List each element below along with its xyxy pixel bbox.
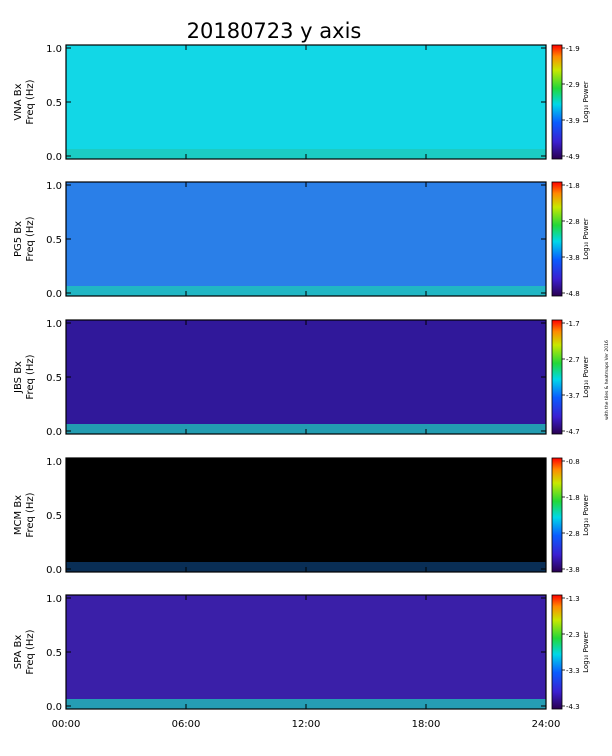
side-note: with the tiles & heatmaps Ver 2016 <box>604 340 610 420</box>
x-tick-label: 18:00 <box>412 719 441 730</box>
colorbar-label: Log₁₀ Power <box>582 81 590 123</box>
panel-3: 0.0 0.5 1.0 JBS Bx Freq (Hz) -1.7 -2.7 -3.7 -4.7… <box>13 319 590 438</box>
y-tick-label: 0.5 <box>46 98 62 109</box>
station-label: JBS Bx <box>13 361 24 394</box>
colorbar-tick-label: -3.7 <box>566 392 580 400</box>
colorbar <box>551 457 563 573</box>
spectrogram-image <box>66 595 546 709</box>
colorbar-label: Log₁₀ Power <box>582 356 590 398</box>
colorbar <box>551 319 563 435</box>
colorbar <box>551 44 563 160</box>
colorbar-tick-label: -2.9 <box>566 81 580 89</box>
colorbar <box>551 181 563 297</box>
colorbar-tick-label: -4.7 <box>566 428 580 436</box>
x-tick-label: 06:00 <box>172 719 201 730</box>
y-tick-label: 0.0 <box>46 289 62 300</box>
y-tick-label: 0.0 <box>46 152 62 163</box>
colorbar-tick-label: -4.3 <box>566 703 580 711</box>
spectrogram-image <box>66 320 546 434</box>
y-tick-label: 0.0 <box>46 702 62 713</box>
colorbar-tick-label: -1.8 <box>566 182 580 190</box>
freq-axis-label: Freq (Hz) <box>25 216 36 261</box>
spectrogram-image <box>66 458 546 572</box>
colorbar-label: Log₁₀ Power <box>582 218 590 260</box>
y-tick-label: 1.0 <box>46 181 62 192</box>
y-tick-label: 1.0 <box>46 457 62 468</box>
y-tick-label: 0.5 <box>46 235 62 246</box>
freq-axis-label: Freq (Hz) <box>25 354 36 399</box>
x-tick-label: 24:00 <box>532 719 561 730</box>
freq-axis-label: Freq (Hz) <box>25 492 36 537</box>
station-label: MCM Bx <box>13 495 24 535</box>
colorbar-tick-label: -1.7 <box>566 320 580 328</box>
colorbar-tick-label: -0.8 <box>566 458 580 466</box>
colorbar-label: Log₁₀ Power <box>582 494 590 536</box>
y-tick-label: 0.5 <box>46 511 62 522</box>
colorbar-tick-label: -4.9 <box>566 153 580 161</box>
colorbar-tick-label: -2.8 <box>566 218 580 226</box>
panel-4: 0.0 0.5 1.0 MCM Bx Freq (Hz) -0.8 -1.8 -2.8 -3.8… <box>13 457 590 576</box>
freq-axis-label: Freq (Hz) <box>25 629 36 674</box>
spectrogram-image <box>66 182 546 296</box>
freq-axis-label: Freq (Hz) <box>25 79 36 124</box>
panel-2: 0.0 0.5 1.0 PG5 Bx Freq (Hz) -1.8 -2.8 -3.8 -4.8… <box>13 181 590 300</box>
spectrogram-image <box>66 45 546 159</box>
time-axis-labels: 00:00 06:00 12:00 18:00 24:00 <box>52 719 561 730</box>
colorbar-tick-label: -4.8 <box>566 290 580 298</box>
x-tick-label: 12:00 <box>292 719 321 730</box>
colorbar-label: Log₁₀ Power <box>582 631 590 673</box>
panel-1: 0.0 0.5 1.0 VNA Bx Freq (Hz) -1.9 -2.9 -3.9 -4.9… <box>13 44 590 163</box>
y-tick-label: 1.0 <box>46 44 62 55</box>
y-tick-label: 0.5 <box>46 373 62 384</box>
chart-title: 20180723 y axis <box>187 19 362 43</box>
colorbar-tick-label: -3.3 <box>566 667 580 675</box>
panel-5: 0.0 0.5 1.0 SPA Bx Freq (Hz) -1.3 -2.3 -3.3 -4.3… <box>13 594 590 713</box>
station-label: PG5 Bx <box>13 221 24 257</box>
colorbar-tick-label: -1.8 <box>566 494 580 502</box>
colorbar-tick-label: -3.9 <box>566 117 580 125</box>
y-tick-label: 0.0 <box>46 427 62 438</box>
y-tick-label: 1.0 <box>46 319 62 330</box>
colorbar <box>551 594 563 710</box>
colorbar-tick-label: -3.8 <box>566 566 580 574</box>
colorbar-tick-label: -1.9 <box>566 45 580 53</box>
colorbar-tick-label: -2.8 <box>566 530 580 538</box>
y-tick-label: 0.0 <box>46 565 62 576</box>
x-tick-label: 00:00 <box>52 719 81 730</box>
colorbar-tick-label: -2.7 <box>566 356 580 364</box>
colorbar-tick-label: -3.8 <box>566 254 580 262</box>
station-label: VNA Bx <box>13 83 24 120</box>
station-label: SPA Bx <box>13 635 24 670</box>
colorbar-tick-label: -1.3 <box>566 595 580 603</box>
y-tick-label: 0.5 <box>46 648 62 659</box>
colorbar-tick-label: -2.3 <box>566 631 580 639</box>
y-tick-label: 1.0 <box>46 594 62 605</box>
